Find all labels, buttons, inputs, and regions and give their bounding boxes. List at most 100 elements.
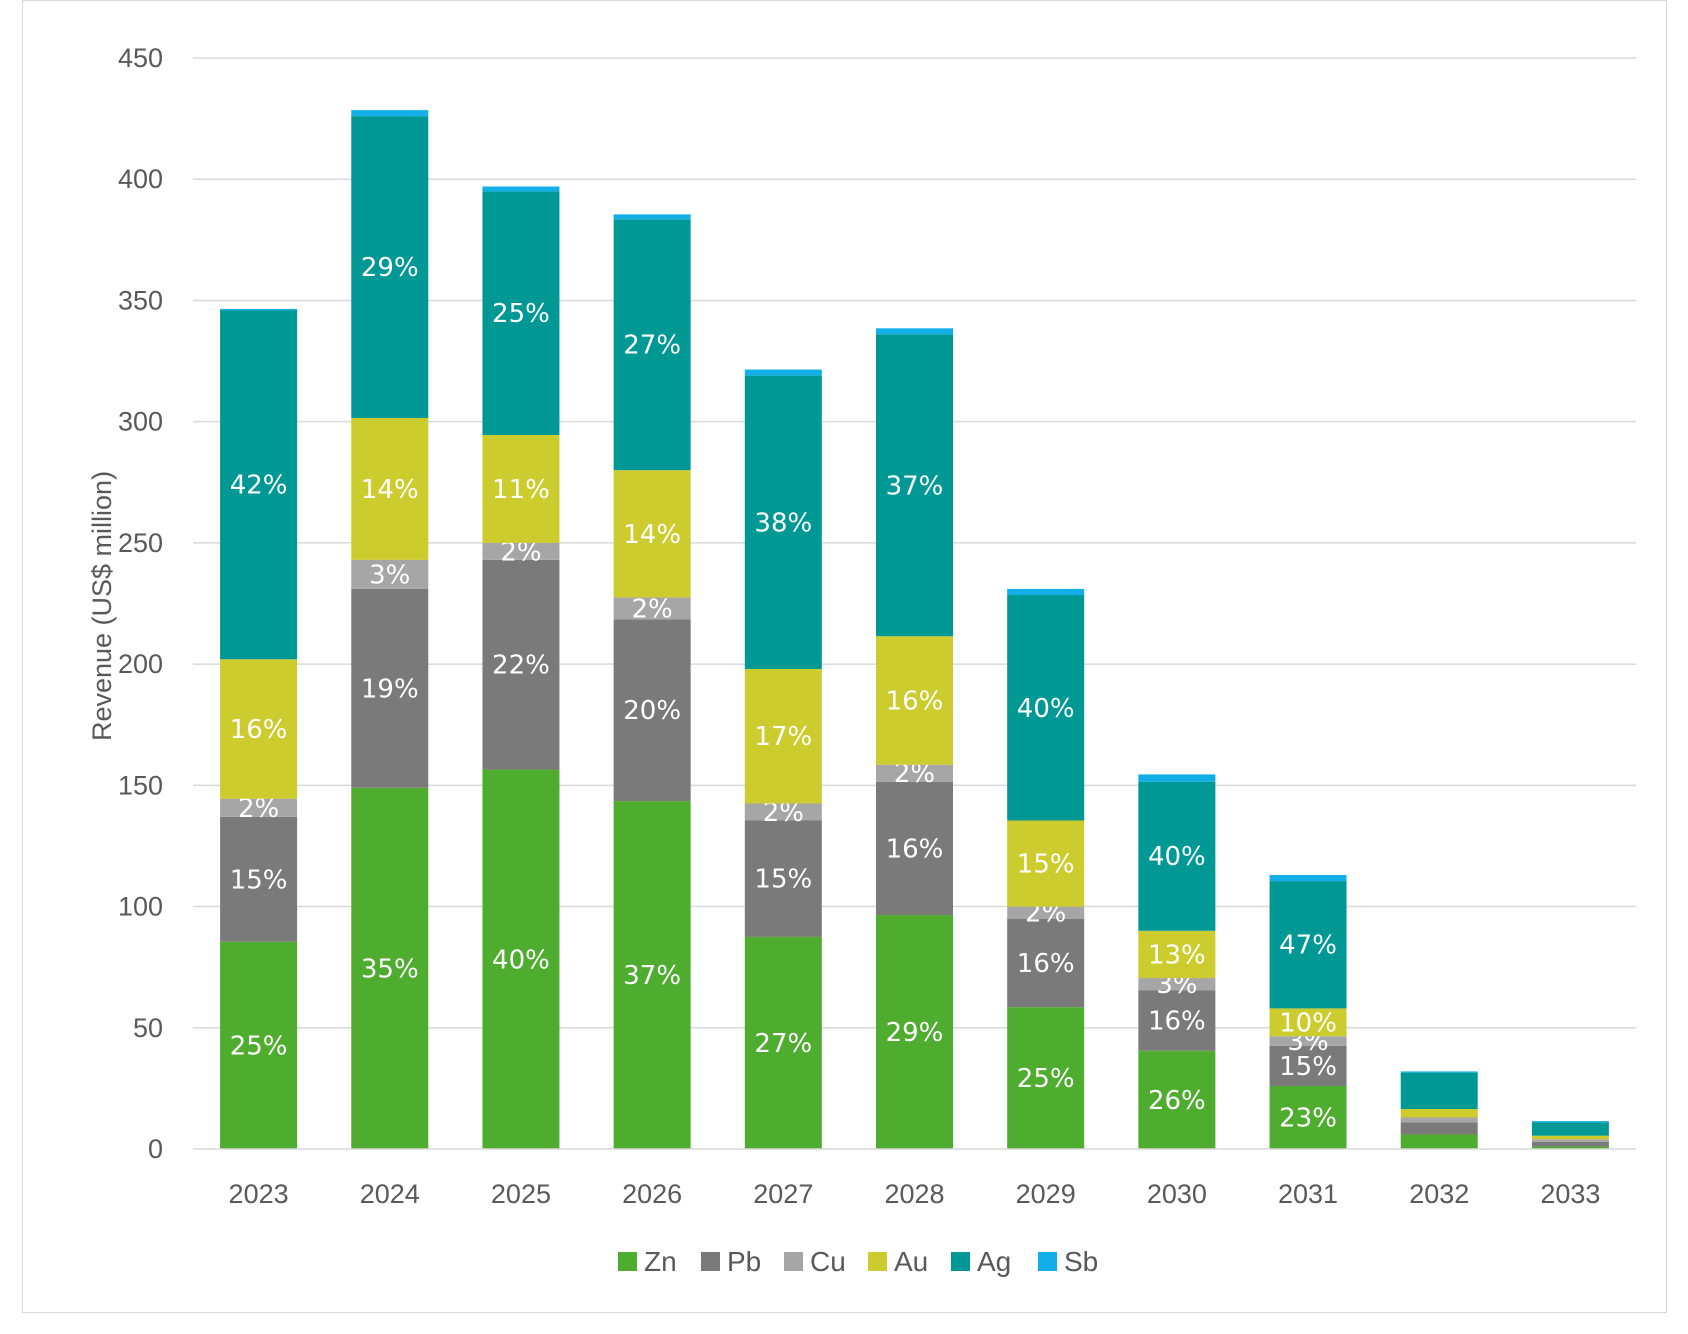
- data-label: 11%: [492, 475, 550, 505]
- data-label: 37%: [623, 961, 681, 991]
- bar-segment-pb-2030: [1138, 990, 1216, 1051]
- data-label: 16%: [230, 715, 288, 745]
- bar-segment-au-2033: [1531, 1135, 1609, 1140]
- bar-segment-zn-2026: [613, 801, 691, 1149]
- bar-stack-2031: 23%15%3%10%47%: [1269, 875, 1347, 1149]
- bar-segment-pb-2027: [744, 820, 822, 937]
- data-label: 17%: [754, 722, 812, 752]
- data-label: 22%: [492, 651, 550, 681]
- data-label: 15%: [1279, 1052, 1337, 1082]
- legend-swatch: [701, 1252, 720, 1271]
- bar-segment-sb-2031: [1269, 875, 1347, 882]
- bar-segment-zn-2028: [876, 915, 953, 1149]
- bar-stack-2027: 27%15%2%17%38%: [744, 369, 822, 1149]
- bar-segment-sb-2024: [351, 110, 429, 117]
- x-tick-label: 2027: [753, 1179, 813, 1209]
- stacked-bar-chart: 0 50 100 150 200 250 300 350 400 450 25% 15% 2% 16% 4…: [87, 43, 1636, 1277]
- bar-stack-2024: 35% 19% 3% 14% 29%: [351, 110, 429, 1149]
- x-tick-label: 2029: [1016, 1179, 1076, 1209]
- x-tick-label: 2031: [1278, 1179, 1338, 1209]
- y-axis: 0 50 100 150 200 250 300 350 400 450: [118, 43, 163, 1164]
- x-tick-label: 2026: [622, 1179, 682, 1209]
- data-label: 14%: [623, 520, 681, 550]
- bar-stack-2032: [1400, 1071, 1478, 1149]
- bar-segment-ag-2025: [482, 191, 560, 436]
- legend-item-pb: Pb: [701, 1246, 761, 1277]
- bar-segment-pb-2032: [1400, 1122, 1478, 1135]
- y-tick-label: 100: [118, 892, 163, 922]
- data-label: 25%: [230, 1031, 288, 1061]
- data-label: 3%: [369, 560, 410, 590]
- bar-segment-au-2028: [876, 636, 953, 765]
- data-label: 29%: [361, 253, 419, 283]
- x-tick-label: 2023: [229, 1179, 289, 1209]
- y-tick-label: 450: [118, 43, 163, 73]
- data-label: 25%: [1017, 1064, 1075, 1094]
- legend-label: Ag: [977, 1246, 1011, 1277]
- data-label: 23%: [1279, 1103, 1337, 1133]
- legend-item-sb: Sb: [1038, 1246, 1098, 1277]
- data-label: 15%: [1017, 850, 1075, 880]
- bar-segment-pb-2033: [1531, 1141, 1609, 1147]
- bar-segment-au-2027: [744, 668, 822, 804]
- y-tick-label: 150: [118, 770, 163, 800]
- y-axis-title: Revenue (US$ million): [87, 471, 117, 741]
- legend-swatch: [618, 1252, 637, 1271]
- data-label: 2%: [632, 594, 673, 624]
- bar-segment-cu-2026: [613, 597, 691, 620]
- data-label: 40%: [1017, 694, 1075, 724]
- data-label: 15%: [754, 865, 812, 895]
- bar-segment-au-2024: [351, 418, 429, 560]
- x-tick-label: 2028: [884, 1179, 944, 1209]
- bar-segment-zn-2025: [482, 769, 560, 1149]
- bar-stack-2026: 37% 20% 2% 14% 27%: [613, 214, 691, 1149]
- bar-stack-2023: 25% 15% 2% 16% 42%: [220, 308, 298, 1149]
- legend-label: Sb: [1064, 1246, 1098, 1277]
- bar-segment-cu-2023: [220, 798, 298, 817]
- data-label: 20%: [623, 696, 681, 726]
- bar-segment-ag-2028: [876, 334, 953, 637]
- data-label: 37%: [886, 471, 944, 501]
- chart-container: 0 50 100 150 200 250 300 350 400 450 25% 15% 2% 16% 4…: [22, 0, 1667, 1313]
- bar-segment-au-2031: [1269, 1008, 1347, 1037]
- x-tick-label: 2025: [491, 1179, 551, 1209]
- bar-segment-zn-2023: [220, 941, 298, 1149]
- bar-segment-sb-2027: [744, 369, 822, 376]
- legend-item-cu: Cu: [784, 1246, 846, 1277]
- bar-segment-pb-2028: [876, 781, 953, 916]
- x-axis: 2023 2024 2025 2026 2027 2028 2029 2030 2031 2032…: [193, 1148, 1636, 1209]
- data-label: 13%: [1148, 940, 1206, 970]
- data-label: 29%: [886, 1018, 944, 1048]
- data-label: 38%: [754, 508, 812, 538]
- bar-segment-au-2026: [613, 470, 691, 598]
- bar-segment-zn-2030: [1138, 1050, 1216, 1149]
- data-label: 16%: [886, 686, 944, 716]
- bar-segment-zn-2033: [1531, 1146, 1609, 1149]
- x-tick-label: 2024: [360, 1179, 420, 1209]
- x-tick-label: 2030: [1147, 1179, 1207, 1209]
- bar-segment-sb-2023: [220, 308, 298, 311]
- bar-segment-sb-2029: [1007, 588, 1085, 596]
- bar-segment-ag-2026: [613, 219, 691, 471]
- bar-segment-zn-2027: [744, 936, 822, 1149]
- bar-segment-ag-2031: [1269, 881, 1347, 1009]
- bar-segment-au-2032: [1400, 1108, 1478, 1118]
- data-label: 16%: [1148, 1007, 1206, 1037]
- bar-segment-zn-2024: [351, 787, 429, 1149]
- data-label: 26%: [1148, 1086, 1206, 1116]
- data-label: 40%: [492, 945, 550, 975]
- legend-item-ag: Ag: [951, 1246, 1011, 1277]
- bar-segment-sb-2032: [1400, 1071, 1478, 1073]
- legend-label: Cu: [810, 1246, 846, 1277]
- legend-swatch: [868, 1252, 887, 1271]
- bar-segment-ag-2032: [1400, 1072, 1478, 1109]
- bar-stack-2029: 25%16%2%15%40%: [1007, 588, 1085, 1149]
- bar-segment-au-2025: [482, 435, 560, 543]
- data-label: 25%: [492, 299, 550, 329]
- bar-segment-au-2029: [1007, 820, 1085, 907]
- y-tick-label: 200: [118, 649, 163, 679]
- legend-swatch: [951, 1252, 970, 1271]
- legend-label: Zn: [644, 1246, 677, 1277]
- y-tick-label: 400: [118, 164, 163, 194]
- bar-segment-sb-2028: [876, 328, 953, 335]
